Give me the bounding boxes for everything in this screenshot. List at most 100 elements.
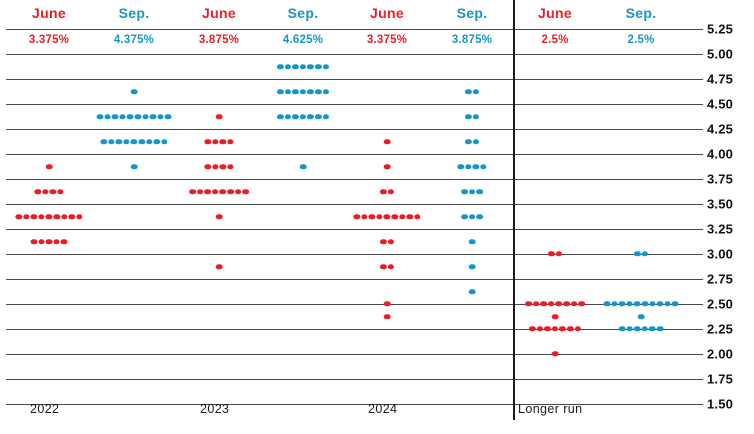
projection-dot <box>555 301 563 307</box>
projection-dot <box>464 113 472 120</box>
projection-dot <box>130 138 138 145</box>
projection-dot <box>551 326 559 332</box>
projection-dot <box>353 213 360 220</box>
projection-dot <box>145 138 153 145</box>
projection-dot <box>96 113 104 120</box>
projection-dot <box>123 138 130 145</box>
y-axis-tick-label: 3.50 <box>707 196 734 212</box>
dot-row <box>528 326 582 332</box>
x-axis-group-label: Longer run <box>518 402 583 416</box>
projection-dot <box>547 301 555 307</box>
projection-dot <box>578 301 585 307</box>
projection-dot <box>45 238 53 245</box>
dot-row <box>276 63 330 70</box>
projection-dot <box>22 213 30 220</box>
column-period-label: June <box>538 5 572 21</box>
dot-row <box>379 263 395 270</box>
column-median-value: 2.5% <box>541 34 569 46</box>
projection-dot <box>547 251 555 257</box>
projection-dot <box>234 188 242 195</box>
projection-dot <box>45 213 53 220</box>
projection-dot <box>391 213 398 220</box>
projection-dot <box>60 238 68 245</box>
projection-dot <box>227 138 234 145</box>
projection-dot <box>626 326 633 332</box>
gridline <box>6 179 703 180</box>
projection-dot <box>633 301 641 307</box>
projection-dot <box>551 351 559 357</box>
dot-row <box>45 163 53 170</box>
projection-dot <box>153 138 161 145</box>
projection-dot <box>566 326 574 332</box>
dot-row <box>353 213 421 220</box>
projection-dot <box>204 138 211 145</box>
projection-dot <box>15 213 22 220</box>
projection-dot <box>618 326 626 332</box>
dot-row <box>215 113 223 120</box>
y-axis-tick-label: 2.50 <box>707 296 734 312</box>
projection-dot <box>299 63 307 70</box>
projection-dot <box>383 213 391 220</box>
projection-dot <box>53 213 60 220</box>
projection-dot <box>284 113 292 120</box>
projection-dot <box>322 88 330 95</box>
projection-dot <box>656 301 664 307</box>
projection-dot <box>211 163 219 170</box>
projection-dot <box>468 238 476 245</box>
y-axis-tick-label: 4.50 <box>707 96 734 112</box>
projection-dot <box>34 188 41 195</box>
projection-dot <box>196 188 204 195</box>
projection-dot <box>142 113 149 120</box>
projection-dot <box>464 138 472 145</box>
projection-dot <box>383 138 391 145</box>
projection-dot <box>544 326 551 332</box>
projection-dot <box>536 326 544 332</box>
dot-row <box>468 263 476 270</box>
column-period-label: June <box>32 5 66 21</box>
projection-dot <box>472 138 480 145</box>
dot-row <box>637 313 645 320</box>
y-axis-tick-label: 4.75 <box>707 71 734 87</box>
projection-dot <box>164 113 172 120</box>
column-median-value: 2.5% <box>627 34 655 46</box>
y-axis-tick-label: 3.00 <box>707 246 734 262</box>
projection-dot <box>387 238 395 245</box>
projection-dot <box>211 138 219 145</box>
projection-dot <box>219 138 227 145</box>
projection-dot <box>276 88 284 95</box>
projection-dot <box>383 301 391 307</box>
dot-row <box>603 301 679 307</box>
projection-dot <box>379 188 387 195</box>
y-axis-tick-label: 3.25 <box>707 221 734 237</box>
y-axis-tick-label: 1.75 <box>707 371 734 387</box>
dot-row <box>468 288 476 295</box>
projection-dot <box>215 113 223 120</box>
projection-dot <box>157 113 164 120</box>
projection-dot <box>379 263 387 270</box>
projection-dot <box>360 213 368 220</box>
dot-row <box>618 326 664 332</box>
projection-dot <box>472 88 480 95</box>
projection-dot <box>204 163 211 170</box>
dot-row <box>379 238 395 245</box>
column-median-value: 3.875% <box>198 34 240 46</box>
projection-dot <box>227 163 234 170</box>
projection-dot <box>314 113 322 120</box>
projection-dot <box>30 213 38 220</box>
dot-row <box>457 163 487 170</box>
projection-dot <box>292 88 299 95</box>
x-axis-group-label: 2024 <box>368 402 398 416</box>
dot-row <box>204 163 234 170</box>
dot-row <box>468 238 476 245</box>
projection-dot <box>227 188 234 195</box>
projection-dot <box>292 63 299 70</box>
projection-dot <box>618 301 626 307</box>
dot-row <box>276 113 330 120</box>
projection-dot <box>376 213 383 220</box>
dot-row <box>130 88 138 95</box>
projection-dot <box>461 188 468 195</box>
projection-dot <box>626 301 633 307</box>
dot-row <box>96 113 172 120</box>
dot-row <box>464 113 480 120</box>
projection-dot <box>480 163 487 170</box>
